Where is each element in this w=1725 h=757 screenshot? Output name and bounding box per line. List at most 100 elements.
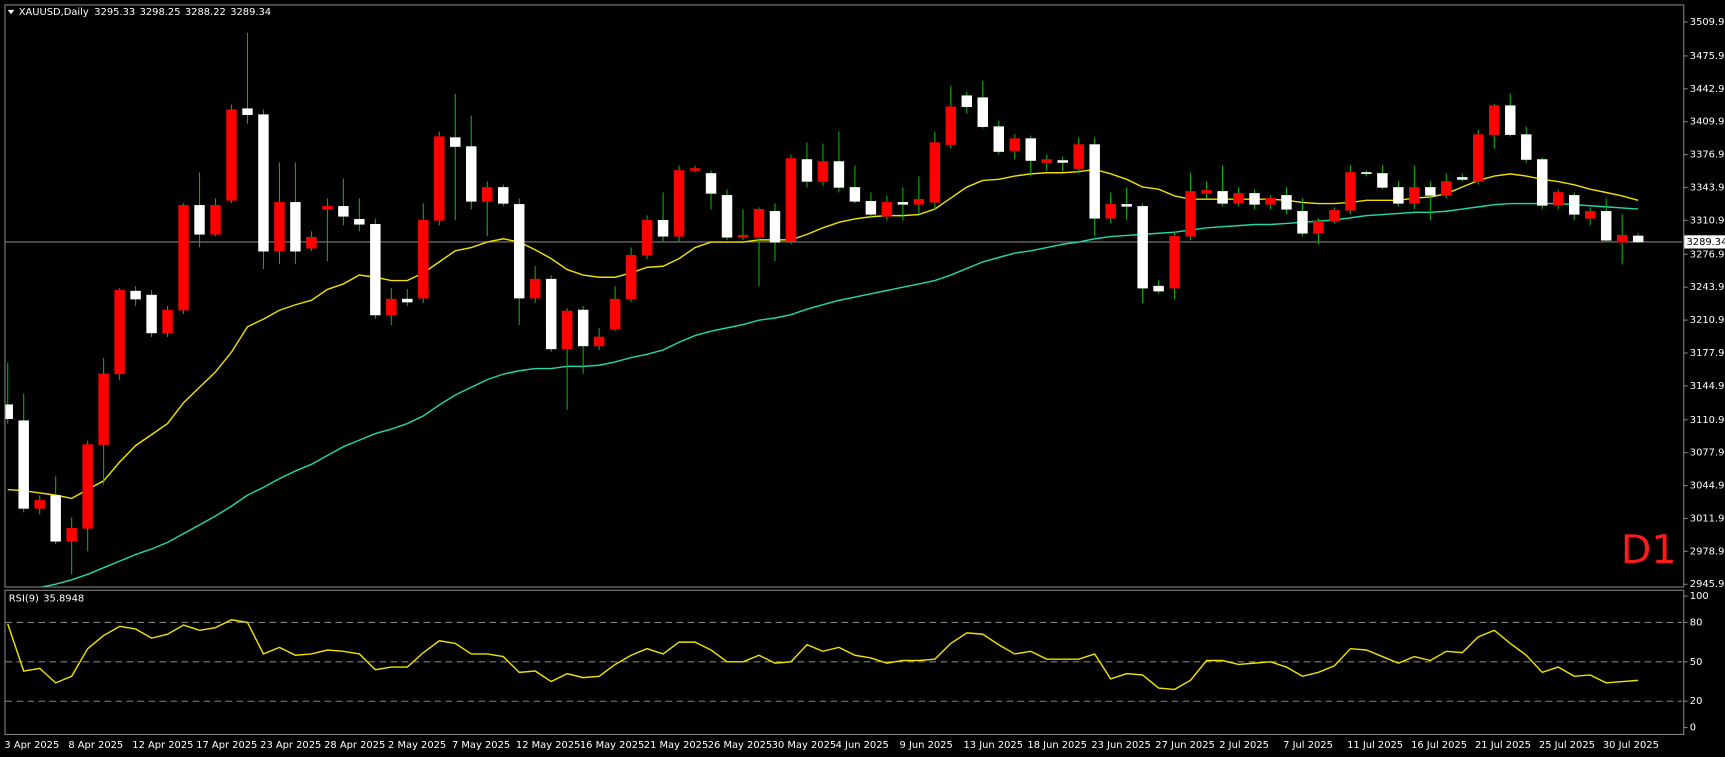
candle-body	[641, 220, 653, 256]
candle-body	[849, 187, 861, 202]
candle-body	[1553, 192, 1564, 206]
y-tick-label: 3475.90	[1690, 51, 1725, 62]
y-tick-label: 3077.90	[1690, 448, 1725, 459]
chart-header: XAUUSD,Daily 3295.33 3298.25 3288.22 3289.34	[19, 7, 271, 18]
candle-body	[769, 211, 781, 243]
candle-body	[1409, 187, 1420, 204]
candle-body	[529, 278, 541, 299]
candle-body	[1105, 204, 1116, 219]
candle-body	[194, 205, 205, 235]
candle-body	[1313, 221, 1324, 234]
rsi-header: RSI(9) 35.8948	[9, 594, 84, 605]
y-tick-label: 3376.90	[1690, 150, 1725, 161]
y-tick-label: 3110.90	[1690, 415, 1725, 426]
x-tick-label: 4 Jun 2025	[836, 740, 889, 751]
candle-body	[226, 109, 237, 201]
header-open: 3295.33	[94, 7, 135, 18]
candle-body	[817, 161, 829, 182]
candle-body	[1025, 138, 1036, 161]
candle-body	[34, 500, 45, 509]
y-tick-label: 3442.90	[1690, 84, 1725, 95]
candle-body	[801, 159, 813, 182]
candle-body	[178, 205, 189, 311]
candle-body	[593, 336, 605, 347]
candle-body	[961, 95, 973, 107]
x-tick-label: 2 Jul 2025	[1219, 740, 1269, 751]
y-tick-label: 3276.90	[1690, 249, 1725, 260]
x-tick-label: 27 Jun 2025	[1155, 740, 1214, 751]
candle-body	[18, 420, 29, 509]
candle-body	[1057, 160, 1068, 163]
y-tick-label: 3509.90	[1690, 17, 1725, 28]
candle-body	[1377, 173, 1388, 188]
candle-body	[1153, 285, 1164, 292]
indicator-line	[7, 168, 1639, 500]
candle-body	[993, 126, 1004, 152]
y-tick-label: 2978.90	[1690, 546, 1725, 557]
x-tick-label: 21 May 2025	[644, 740, 708, 751]
candle-body	[1233, 193, 1244, 204]
candle-body	[322, 206, 333, 210]
candle-body	[897, 202, 909, 205]
candle-body	[737, 234, 749, 238]
candle-body	[881, 202, 893, 217]
y-tick-label: 20	[1690, 696, 1703, 707]
candle-body	[1265, 198, 1276, 205]
timeframe-label: D1	[1621, 527, 1677, 573]
candle-body	[450, 137, 461, 147]
candle-body	[1121, 204, 1132, 207]
x-tick-label: 12 May 2025	[516, 740, 580, 751]
candle-body	[1281, 195, 1292, 210]
candle-body	[1457, 177, 1468, 180]
candle-body	[1137, 206, 1148, 289]
candle-body	[1345, 172, 1356, 211]
candle-body	[945, 106, 957, 145]
candle-body	[114, 289, 125, 375]
candle-body	[785, 158, 797, 242]
x-tick-label: 28 Apr 2025	[324, 740, 385, 751]
candle-body	[1201, 190, 1212, 194]
candle-body	[1616, 234, 1628, 243]
candle-body	[977, 97, 989, 127]
x-tick-label: 13 Jun 2025	[963, 740, 1022, 751]
candle-body	[1169, 235, 1180, 289]
candle-body	[513, 204, 525, 299]
candle-body	[753, 209, 765, 238]
candle-body	[609, 298, 621, 330]
x-tick-label: 23 Jun 2025	[1091, 740, 1150, 751]
y-tick-label: 3144.90	[1690, 381, 1725, 392]
x-tick-label: 12 Apr 2025	[132, 740, 193, 751]
candle-body	[1249, 193, 1260, 205]
x-tick-label: 30 May 2025	[772, 740, 836, 751]
candle-body	[689, 168, 701, 171]
indicator-line	[40, 202, 1639, 587]
candle-body	[1361, 172, 1372, 174]
candle-body	[577, 309, 589, 347]
candle-body	[402, 298, 413, 303]
candle-body	[1089, 144, 1100, 219]
header-high: 3298.25	[140, 7, 181, 18]
header-close: 3289.34	[230, 7, 271, 18]
candle-body	[1393, 187, 1404, 204]
y-tick-label: 3310.90	[1690, 215, 1725, 226]
candle-body	[66, 528, 77, 542]
x-tick-label: 7 May 2025	[452, 740, 510, 751]
candle-body	[1041, 159, 1052, 163]
candle-body	[705, 173, 717, 194]
candle-body	[306, 236, 317, 249]
candle-body	[146, 294, 157, 334]
candle-body	[561, 310, 573, 350]
candle-body	[5, 404, 13, 419]
x-tick-label: 2 May 2025	[388, 740, 446, 751]
y-tick-label: 2945.90	[1690, 579, 1725, 590]
candle-body	[913, 199, 925, 205]
x-tick-label: 30 Jul 2025	[1603, 740, 1659, 751]
candle-body	[1073, 144, 1084, 169]
candle-body	[1632, 235, 1644, 243]
candle-body	[625, 254, 637, 300]
main-plot	[5, 32, 1683, 587]
candle-body	[162, 309, 173, 334]
candle-body	[1185, 191, 1196, 237]
y-tick-label: 100	[1690, 591, 1709, 602]
